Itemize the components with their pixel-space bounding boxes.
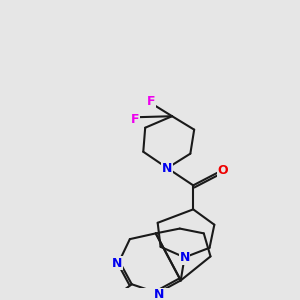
Text: N: N: [162, 162, 172, 175]
Text: N: N: [179, 251, 190, 264]
Text: N: N: [112, 256, 122, 270]
Text: F: F: [147, 95, 155, 108]
Text: F: F: [131, 112, 140, 126]
Text: O: O: [218, 164, 228, 177]
Text: N: N: [154, 288, 164, 300]
